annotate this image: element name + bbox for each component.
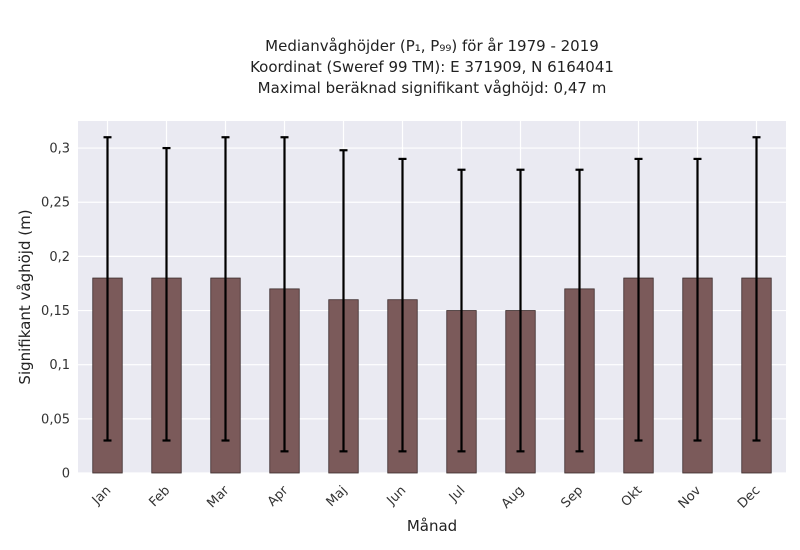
x-tick-label: Nov bbox=[676, 483, 705, 512]
y-tick-label: 0,05 bbox=[41, 412, 70, 427]
error-bar-jul bbox=[457, 168, 466, 453]
x-tick-label: Mar bbox=[204, 483, 232, 511]
y-tick-label: 0,3 bbox=[49, 142, 70, 157]
y-axis-ticks: 0 0,05 0,1 0,15 0,2 0,25 0,3 bbox=[41, 142, 70, 482]
x-tick-label: Jan bbox=[89, 483, 114, 508]
y-tick-label: 0,25 bbox=[41, 196, 70, 211]
error-bar-maj bbox=[339, 149, 348, 453]
error-bar-apr bbox=[280, 136, 289, 453]
title-line: Maximal beräknad signifikant våghöjd: 0,… bbox=[258, 79, 607, 97]
chart-title: Medianvåghöjder (P₁, P₉₉) för år 1979 - … bbox=[250, 37, 614, 97]
error-bar-jan bbox=[103, 136, 112, 442]
error-bars bbox=[103, 136, 761, 453]
x-tick-label: Okt bbox=[619, 483, 646, 510]
error-bar-sep bbox=[575, 168, 584, 453]
error-bar-okt bbox=[634, 157, 643, 442]
x-axis-ticks: Jan Feb Mar Apr Maj Jun Jul Aug Sep Okt Nov Dec bbox=[89, 483, 763, 512]
x-tick-label: Aug bbox=[499, 483, 528, 512]
error-bar-nov bbox=[693, 157, 702, 442]
x-tick-label: Apr bbox=[265, 483, 292, 510]
x-axis-label: Månad bbox=[407, 517, 457, 535]
plot-area bbox=[78, 121, 786, 473]
y-tick-label: 0,15 bbox=[41, 304, 70, 319]
x-tick-label: Maj bbox=[324, 483, 351, 510]
x-tick-label: Dec bbox=[735, 483, 763, 511]
y-tick-label: 0,2 bbox=[49, 250, 70, 265]
error-bar-jun bbox=[398, 157, 407, 453]
error-bar-aug bbox=[516, 168, 525, 453]
error-bar-mar bbox=[221, 136, 230, 442]
y-axis-label: Signifikant våghöjd (m) bbox=[16, 209, 34, 384]
x-tick-label: Sep bbox=[558, 483, 586, 511]
title-line: Medianvåghöjder (P₁, P₉₉) för år 1979 - … bbox=[265, 37, 599, 55]
x-tick-label: Jun bbox=[384, 483, 410, 509]
error-bar-feb bbox=[162, 146, 171, 442]
error-bar-dec bbox=[752, 136, 761, 442]
x-tick-label: Jul bbox=[446, 483, 468, 505]
y-tick-label: 0,1 bbox=[49, 358, 70, 373]
title-line: Koordinat (Sweref 99 TM): E 371909, N 61… bbox=[250, 58, 614, 76]
y-tick-label: 0 bbox=[62, 467, 70, 482]
x-tick-label: Feb bbox=[146, 483, 173, 510]
